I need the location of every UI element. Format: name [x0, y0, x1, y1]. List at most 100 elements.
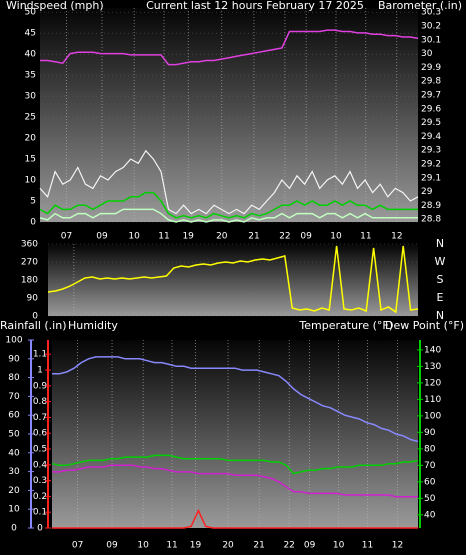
y3-tick-label: 0.3	[33, 476, 47, 486]
y-tick-label: 40	[25, 50, 37, 60]
y2-tick-label: 130	[424, 362, 441, 372]
y2-tick-label: 30.1	[421, 35, 441, 45]
y2-tick-label: 29.5	[421, 118, 441, 128]
y2-tick-label: 70	[424, 461, 436, 471]
y2-tick-label: 29.8	[421, 77, 441, 87]
y2-tick-label: 140	[424, 345, 441, 355]
x-tick-label: 09	[300, 232, 312, 242]
y2-tick-label: N	[436, 237, 444, 250]
x-tick-label: 22	[283, 541, 294, 551]
y2-tick-label: 90	[424, 428, 436, 438]
y-tick-label: 90	[8, 354, 20, 364]
x-tick-label: 11	[158, 232, 169, 242]
y3-tick-label: 0.8	[33, 397, 48, 407]
y2-tick-label: 29.4	[421, 132, 441, 142]
y-tick-label: 30	[25, 92, 37, 102]
series-line	[39, 191, 418, 219]
y3-tick-label: 1.1	[33, 350, 47, 360]
plot-area	[52, 340, 418, 528]
y3-tick-label: 0.7	[33, 413, 47, 423]
y-tick-label: 80	[8, 373, 20, 383]
y2-tick-label: 40	[424, 510, 436, 520]
y2-tick-label: 30	[421, 49, 433, 59]
legend-entry: Humidity	[68, 319, 118, 332]
y-tick-label: 15	[25, 155, 36, 165]
x-tick-label: 21	[253, 541, 264, 551]
x-tick-label: 09	[96, 232, 108, 242]
chart-label: Barometer (.in)	[378, 0, 462, 12]
y3-tick-label: 0.6	[33, 429, 48, 439]
y2-tick-label: 60	[424, 477, 436, 487]
x-tick-label: 20	[216, 232, 228, 242]
x-tick-label: 11	[166, 541, 177, 551]
x-tick-label: 20	[222, 541, 234, 551]
y-tick-label: 35	[25, 71, 36, 81]
legend-entry: Dew Point (°F)	[385, 319, 464, 332]
x-tick-label: 09	[106, 541, 118, 551]
x-tick-label: 10	[137, 541, 149, 551]
y2-tick-label: 28.8	[421, 215, 441, 225]
y2-tick-label: 30.2	[421, 21, 441, 31]
y-tick-label: 10	[8, 505, 20, 515]
series-line	[39, 208, 418, 223]
y-tick-label: 10	[25, 176, 37, 186]
series-line	[52, 508, 418, 529]
x-tick-label: 09	[304, 541, 316, 551]
y-tick-label: 20	[8, 486, 20, 496]
y-tick-label: 270	[21, 258, 38, 268]
x-tick-label: 07	[72, 541, 83, 551]
legend-entry: Rainfall (.in)	[0, 319, 67, 332]
y2-tick-label: 29.3	[421, 146, 441, 156]
x-tick-label: 10	[128, 232, 140, 242]
y-tick-label: 25	[25, 113, 36, 123]
x-tick-label: 11	[360, 232, 371, 242]
y-tick-label: 60	[8, 411, 20, 421]
x-tick-label: 11	[362, 541, 373, 551]
x-tick-label: 21	[248, 232, 259, 242]
series-line	[52, 356, 419, 443]
x-tick-label: 10	[330, 232, 342, 242]
x-tick-label: 19	[182, 232, 194, 242]
y3-tick-label: 0.9	[33, 381, 48, 391]
x-tick-label: 12	[391, 232, 402, 242]
y-tick-label: 40	[8, 448, 20, 458]
y2-tick-label: 29.9	[421, 63, 441, 73]
y-tick-label: 360	[21, 240, 38, 250]
y2-tick-label: E	[437, 291, 444, 304]
y-tick-label: 90	[27, 294, 39, 304]
y3-tick-label: 0.1	[33, 508, 47, 518]
y-tick-label: 0	[32, 312, 38, 322]
series-line	[51, 454, 419, 475]
y3-tick-label: 0	[37, 524, 43, 534]
y2-tick-label: 29.7	[421, 90, 441, 100]
y-tick-label: 5	[30, 197, 36, 207]
series-line	[39, 149, 419, 215]
y-tick-label: 45	[25, 29, 36, 39]
y-tick-label: 0	[11, 524, 17, 534]
x-tick-label: 07	[61, 232, 72, 242]
y2-tick-label: 29.6	[421, 104, 441, 114]
y2-tick-label: 100	[424, 411, 441, 421]
chart-label: Current last 12 hours February 17 2025	[146, 0, 364, 12]
chart-label: Windspeed (mph)	[6, 0, 104, 12]
series-line	[47, 245, 419, 314]
y2-tick-label: 110	[424, 395, 441, 405]
y2-tick-label: N	[436, 309, 444, 322]
y-tick-label: 0	[30, 218, 36, 228]
y3-tick-label: 0.2	[33, 492, 47, 502]
y2-tick-label: 120	[424, 378, 441, 388]
y2-tick-label: 29	[421, 187, 433, 197]
x-tick-label: 22	[279, 232, 290, 242]
legend-entry: Temperature (°F)	[298, 319, 393, 332]
y-tick-label: 50	[25, 8, 37, 18]
x-tick-label: 10	[333, 541, 345, 551]
y-tick-label: 20	[25, 134, 37, 144]
y2-tick-label: 29.1	[421, 173, 441, 183]
y-tick-label: 180	[21, 276, 38, 286]
x-tick-label: 12	[392, 541, 403, 551]
plot-area	[40, 8, 418, 222]
x-tick-label: 19	[190, 541, 202, 551]
y3-tick-label: 0.5	[33, 445, 47, 455]
y-tick-label: 70	[8, 392, 20, 402]
